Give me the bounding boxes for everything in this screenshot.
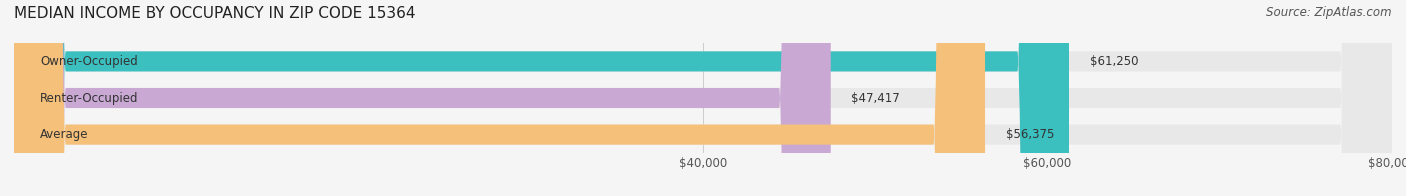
FancyBboxPatch shape bbox=[14, 0, 1392, 196]
Text: Renter-Occupied: Renter-Occupied bbox=[39, 92, 138, 104]
Text: Owner-Occupied: Owner-Occupied bbox=[39, 55, 138, 68]
Text: MEDIAN INCOME BY OCCUPANCY IN ZIP CODE 15364: MEDIAN INCOME BY OCCUPANCY IN ZIP CODE 1… bbox=[14, 6, 416, 21]
Text: Source: ZipAtlas.com: Source: ZipAtlas.com bbox=[1267, 6, 1392, 19]
FancyBboxPatch shape bbox=[14, 0, 1392, 196]
FancyBboxPatch shape bbox=[14, 0, 986, 196]
FancyBboxPatch shape bbox=[14, 0, 1069, 196]
Text: $56,375: $56,375 bbox=[1005, 128, 1054, 141]
Text: Average: Average bbox=[39, 128, 89, 141]
FancyBboxPatch shape bbox=[14, 0, 1392, 196]
FancyBboxPatch shape bbox=[14, 0, 831, 196]
Text: $47,417: $47,417 bbox=[852, 92, 900, 104]
Text: $61,250: $61,250 bbox=[1090, 55, 1139, 68]
